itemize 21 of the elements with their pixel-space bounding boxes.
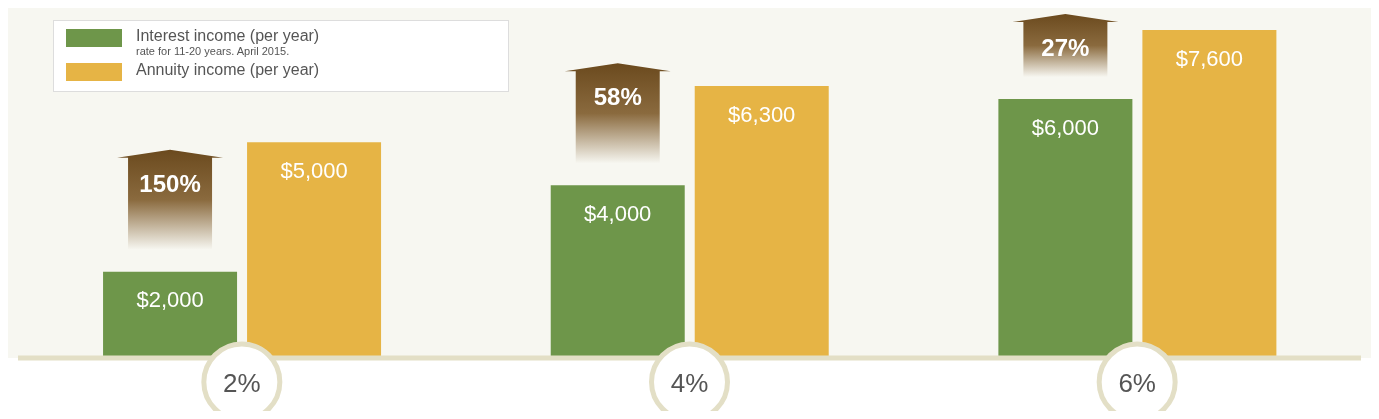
bar	[247, 142, 382, 358]
bar	[550, 185, 685, 358]
data-label: $6,000	[1031, 114, 1100, 140]
x-tick-label: 4%	[670, 368, 709, 398]
annotation: rate for 11-20 years. April 2015.	[136, 45, 291, 57]
data-label: $7,600	[1175, 45, 1244, 71]
annotation: 27%	[1041, 34, 1090, 61]
legend-label: Annuity income (per year)	[136, 61, 320, 79]
annotation: 58%	[593, 83, 642, 111]
data-label: $6,300	[728, 101, 796, 127]
x-tick-label: 2%	[223, 368, 261, 398]
legend-label: Interest income (per year)	[136, 27, 320, 45]
bar	[998, 99, 1133, 358]
data-label: $5,000	[280, 157, 348, 183]
x-tick-label: 6%	[1118, 368, 1156, 398]
bar	[103, 271, 238, 358]
annotation: 150%	[139, 169, 201, 197]
bar	[1142, 30, 1277, 358]
data-label: $2,000	[136, 287, 204, 313]
data-label: $4,000	[584, 200, 652, 226]
bar	[694, 86, 829, 358]
